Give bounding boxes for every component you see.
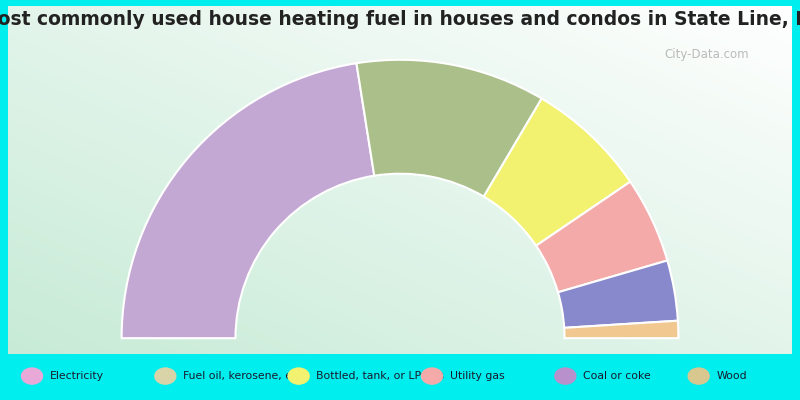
- Text: Bottled, tank, or LP gas: Bottled, tank, or LP gas: [316, 371, 444, 381]
- Wedge shape: [122, 63, 374, 338]
- Ellipse shape: [687, 367, 710, 385]
- Ellipse shape: [554, 367, 577, 385]
- Text: Electricity: Electricity: [50, 371, 104, 381]
- Ellipse shape: [421, 367, 443, 385]
- Wedge shape: [558, 260, 678, 328]
- Ellipse shape: [21, 367, 43, 385]
- Ellipse shape: [154, 367, 177, 385]
- Wedge shape: [357, 60, 542, 196]
- Wedge shape: [564, 321, 678, 338]
- Text: Most commonly used house heating fuel in houses and condos in State Line, PA: Most commonly used house heating fuel in…: [0, 10, 800, 29]
- Text: Wood: Wood: [716, 371, 747, 381]
- Ellipse shape: [287, 367, 310, 385]
- Text: Fuel oil, kerosene, etc.: Fuel oil, kerosene, etc.: [183, 371, 306, 381]
- Wedge shape: [536, 182, 667, 292]
- Text: Coal or coke: Coal or coke: [583, 371, 650, 381]
- Text: Utility gas: Utility gas: [450, 371, 504, 381]
- Text: City-Data.com: City-Data.com: [664, 48, 749, 61]
- Wedge shape: [484, 98, 630, 246]
